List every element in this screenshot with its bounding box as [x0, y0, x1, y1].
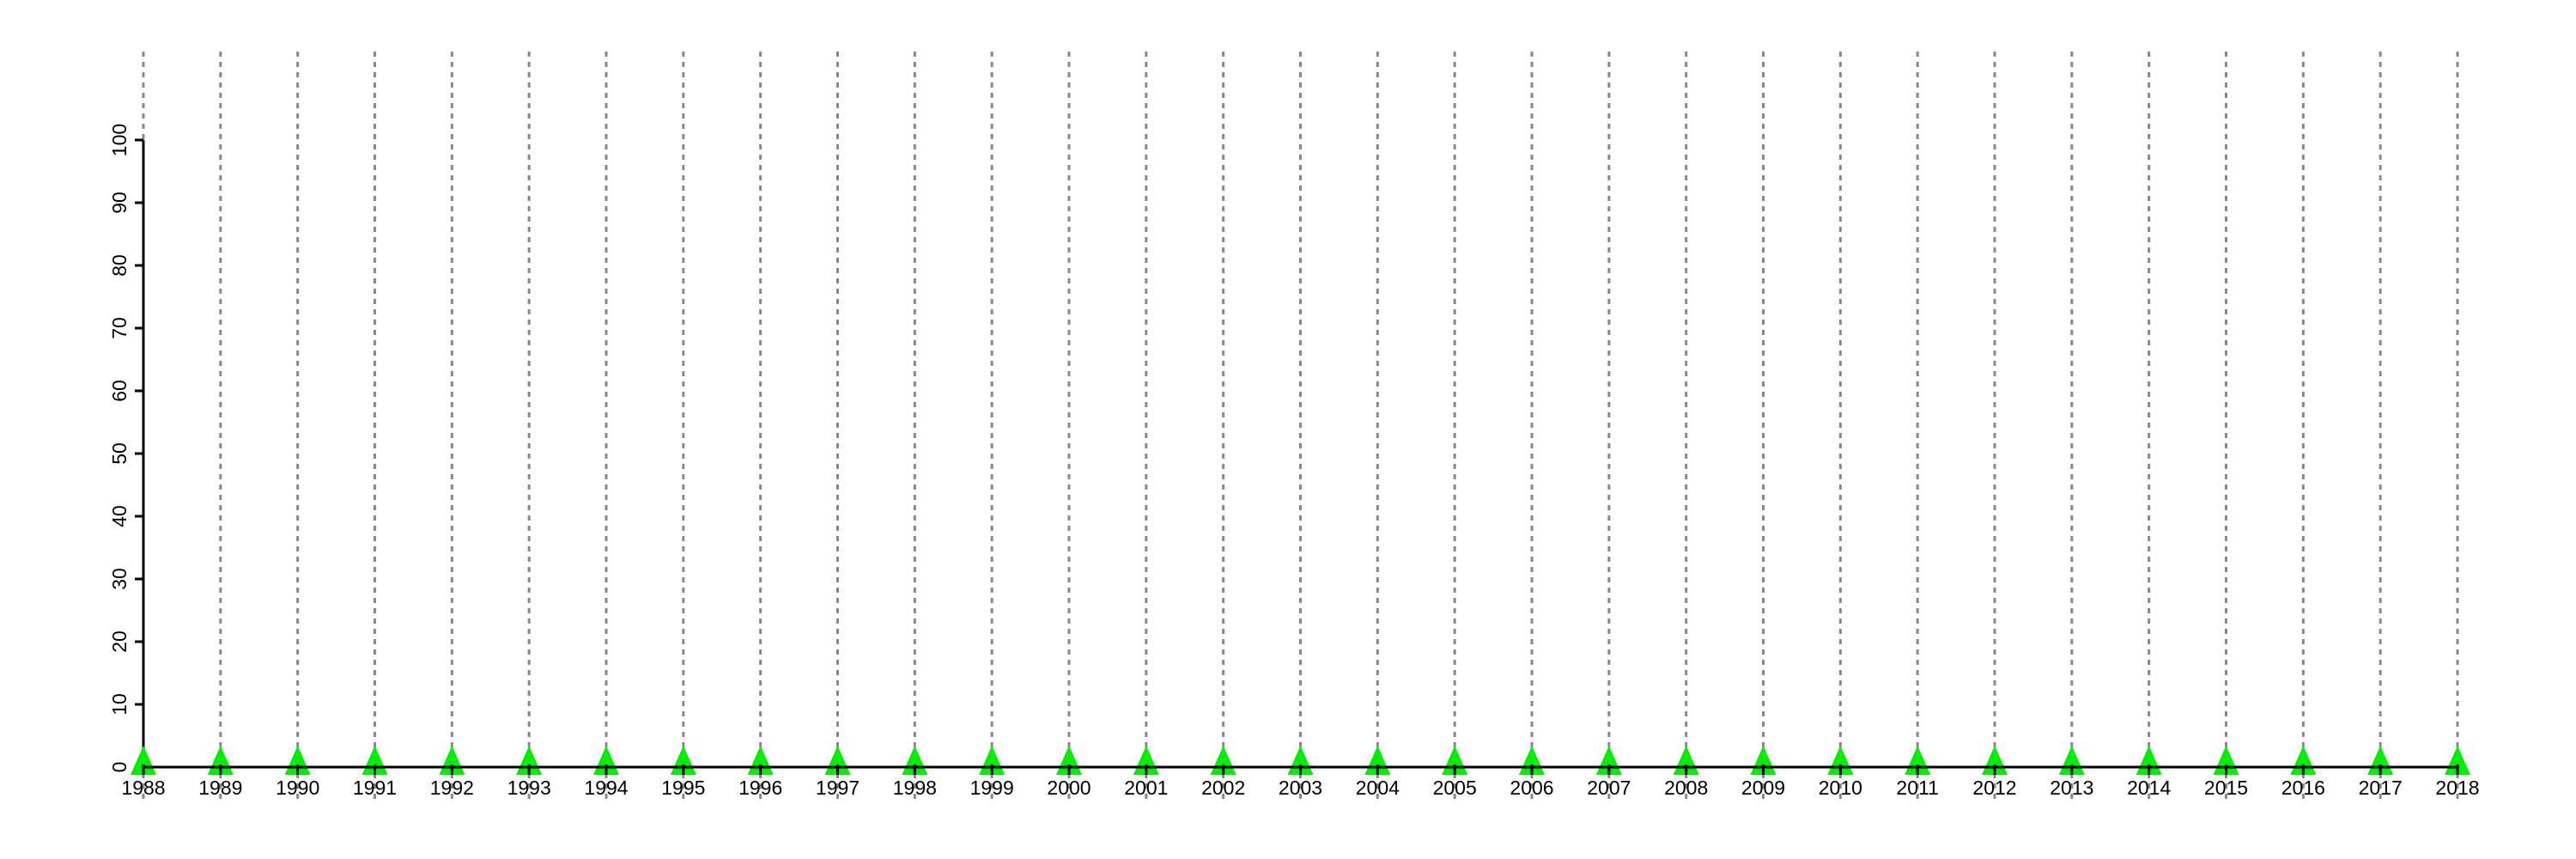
- x-tick-label: 1998: [893, 777, 937, 799]
- grid-lines: [142, 52, 2459, 799]
- x-tick-label: 2011: [1896, 777, 1938, 799]
- x-tick-label: 1997: [816, 777, 860, 799]
- x-tick-label: 2002: [1201, 777, 1245, 799]
- x-tick-label: 1990: [276, 777, 319, 799]
- x-tick-label: 2018: [2435, 777, 2479, 799]
- x-tick-label: 2016: [2281, 777, 2325, 799]
- x-tick-label: 1994: [584, 777, 628, 799]
- x-tick-label: 2003: [1279, 777, 1322, 799]
- x-tick-label: 2010: [1819, 777, 1862, 799]
- x-tick-label: 2006: [1510, 777, 1553, 799]
- x-tick-label: 2000: [1047, 777, 1091, 799]
- series: [131, 746, 2470, 775]
- y-tick-label: 10: [108, 693, 131, 716]
- x-tick-label: 1988: [121, 777, 165, 799]
- x-tick-label: 1989: [198, 777, 242, 799]
- x-tick-label: 2007: [1587, 777, 1631, 799]
- y-tick-label: 0: [108, 762, 131, 773]
- axes: [135, 138, 2459, 774]
- x-tick-label: 1992: [430, 777, 474, 799]
- y-tick-label: 60: [108, 380, 131, 402]
- x-tick-label: 1999: [970, 777, 1014, 799]
- y-tick-label: 20: [108, 631, 131, 653]
- x-tick-label: 1996: [738, 777, 782, 799]
- x-tick-label: 1993: [507, 777, 551, 799]
- x-tick-label: 2004: [1356, 777, 1400, 799]
- x-tick-label: 2012: [1972, 777, 2016, 799]
- x-tick-label: 1995: [661, 777, 705, 799]
- x-tick-label: 2009: [1741, 777, 1785, 799]
- tick-labels: 1988 1989 1990 1991 1992 1993 1994 1995 1996 1997…: [108, 124, 2480, 799]
- y-tick-label: 80: [108, 254, 131, 277]
- y-tick-label: 30: [108, 568, 131, 590]
- x-tick-label: 2014: [2127, 777, 2171, 799]
- x-tick-label: 2013: [2050, 777, 2093, 799]
- y-tick-label: 70: [108, 317, 131, 339]
- y-tick-label: 40: [108, 505, 131, 527]
- y-tick-label: 90: [108, 192, 131, 214]
- x-tick-label: 2005: [1433, 777, 1477, 799]
- x-tick-label: 1991: [353, 777, 397, 799]
- x-tick-label: 2017: [2359, 777, 2403, 799]
- x-tick-label: 2008: [1664, 777, 1708, 799]
- y-tick-label: 50: [108, 442, 131, 465]
- x-tick-label: 2015: [2204, 777, 2248, 799]
- y-tick-label: 100: [108, 124, 131, 156]
- x-tick-label: 2001: [1124, 777, 1168, 799]
